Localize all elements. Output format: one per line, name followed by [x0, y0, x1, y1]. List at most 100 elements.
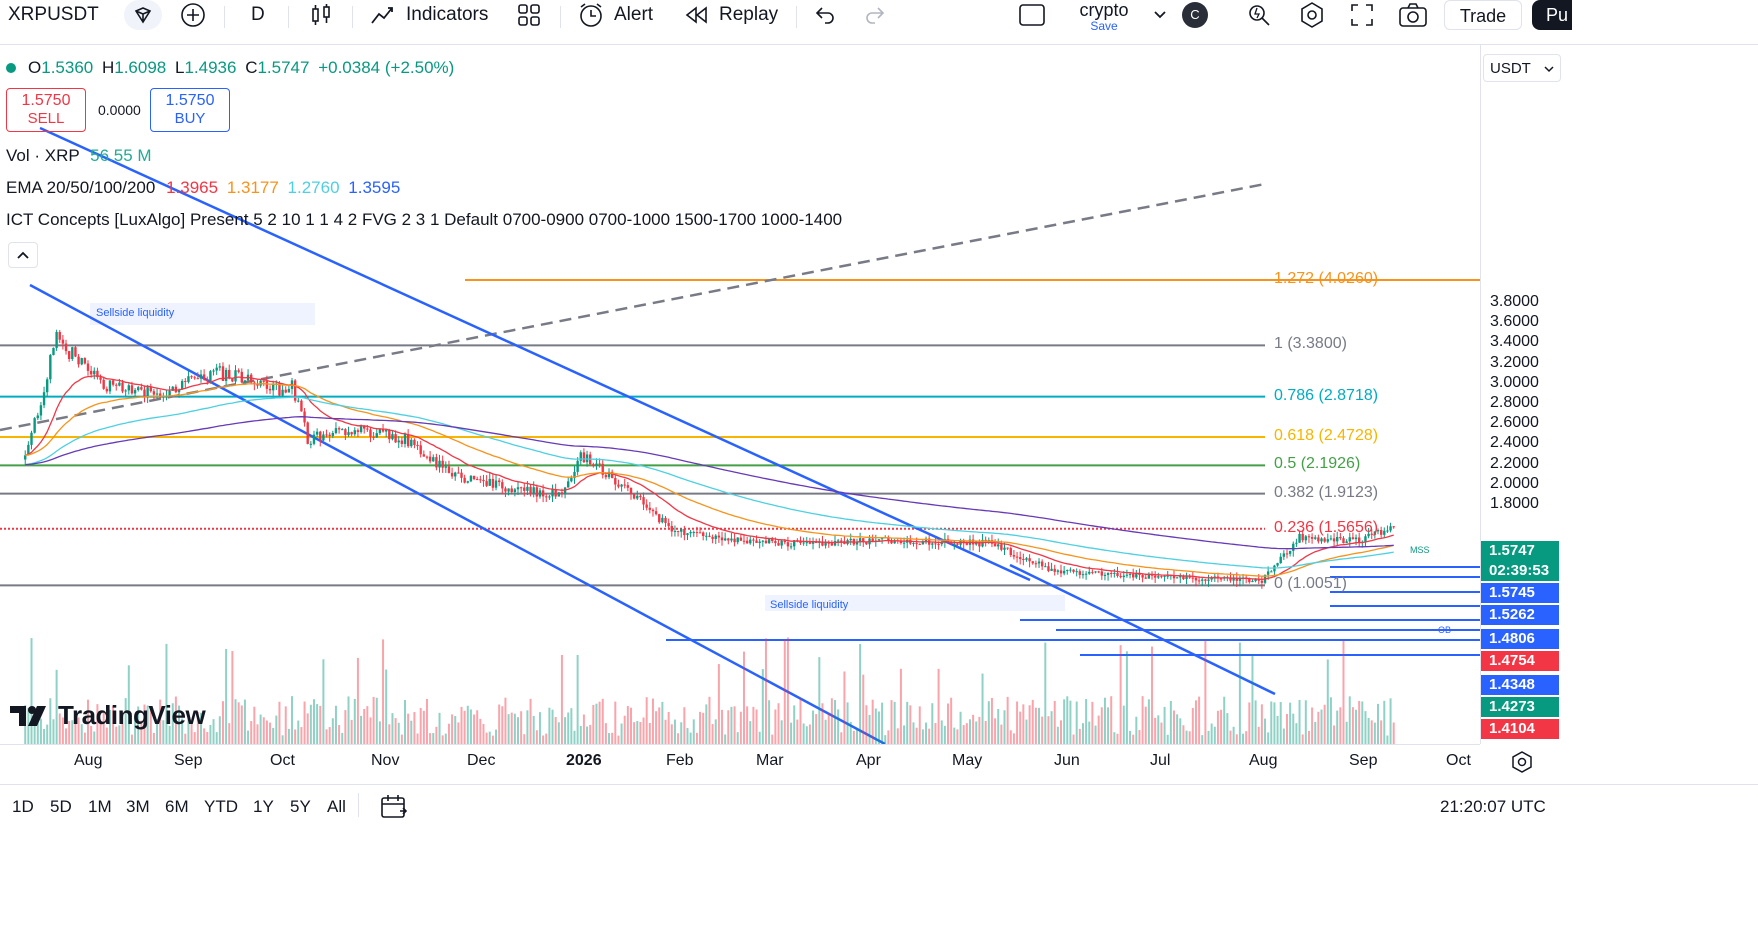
price-axis-label: 3.4000	[1490, 333, 1539, 351]
candle-body	[347, 432, 350, 436]
volume-bar	[702, 712, 705, 744]
chevron-down-icon[interactable]	[1153, 0, 1167, 30]
candle-body	[89, 370, 93, 375]
redo-icon[interactable]	[863, 0, 887, 30]
clock-utc[interactable]: 21:20:07 UTC	[1440, 797, 1546, 816]
volume-bar	[1323, 704, 1326, 744]
candle-body	[1367, 533, 1370, 537]
alert-button[interactable]: Alert	[577, 0, 653, 30]
volume-bar	[742, 651, 745, 744]
candle-body	[93, 370, 96, 375]
candle-body	[1298, 533, 1301, 543]
ict-legend[interactable]: ICT Concepts [LuxAlgo] Present 5 2 10 1 …	[6, 210, 842, 230]
settings-icon[interactable]	[1298, 0, 1326, 30]
candle-body	[391, 434, 394, 440]
range-button-1y[interactable]: 1Y	[253, 797, 274, 816]
fullscreen-icon[interactable]	[1349, 0, 1375, 30]
volume-legend[interactable]: Vol · XRP 56.55 M	[6, 146, 152, 166]
volume-bar	[284, 706, 287, 744]
date-range-icon[interactable]	[380, 794, 408, 825]
volume-bar	[812, 710, 815, 744]
price-chart[interactable]	[0, 44, 1480, 744]
volume-bar	[416, 733, 419, 744]
candle-body	[1317, 537, 1320, 542]
range-button-3m[interactable]: 3M	[126, 797, 150, 816]
volume-bar	[633, 722, 636, 744]
candles-icon[interactable]	[309, 0, 333, 30]
axis-settings-icon[interactable]	[1510, 750, 1534, 779]
compare-symbol-icon[interactable]	[124, 0, 162, 30]
candle-body	[319, 431, 322, 441]
volume-bar	[761, 669, 764, 744]
avatar[interactable]: C	[1182, 2, 1208, 28]
volume-bar	[435, 726, 438, 744]
quick-search-icon[interactable]	[1246, 0, 1272, 30]
volume-bar	[196, 712, 199, 744]
range-button-all[interactable]: All	[327, 797, 346, 816]
range-button-6m[interactable]: 6M	[165, 797, 189, 816]
add-symbol-icon[interactable]	[180, 0, 206, 30]
range-button-1d[interactable]: 1D	[12, 797, 34, 816]
range-button-5y[interactable]: 5Y	[290, 797, 311, 816]
candle-body	[180, 381, 184, 390]
templates-icon[interactable]	[516, 0, 542, 30]
interval-button[interactable]: D	[251, 0, 265, 30]
range-button-ytd[interactable]: YTD	[204, 797, 238, 816]
collapse-legend-button[interactable]	[8, 242, 38, 268]
time-axis-label: May	[952, 752, 983, 769]
indicators-button[interactable]: Indicators	[370, 0, 488, 30]
buy-button[interactable]: 1.5750 BUY	[150, 88, 230, 132]
volume-bar	[77, 717, 80, 744]
volume-value: 56.55 M	[90, 146, 152, 165]
candle-body	[570, 477, 573, 482]
volume-bar	[651, 698, 654, 744]
range-button-1m[interactable]: 1M	[88, 797, 112, 816]
symbol-search[interactable]: XRPUSDT	[8, 0, 99, 30]
candle-body	[774, 541, 777, 544]
candle-body	[1342, 538, 1345, 544]
candle-body	[535, 487, 539, 497]
candle-body	[783, 540, 786, 543]
volume-bar	[1220, 709, 1223, 744]
volume-bar	[526, 710, 529, 744]
undo-icon[interactable]	[813, 0, 837, 30]
ema-legend[interactable]: EMA 20/50/100/200 1.3965 1.3177 1.2760 1…	[6, 178, 400, 198]
candle-body	[667, 522, 670, 526]
volume-bar	[1003, 710, 1006, 744]
candle-body	[325, 434, 328, 436]
volume-bar	[1129, 730, 1132, 744]
range-button-5d[interactable]: 5D	[50, 797, 72, 816]
candle-body	[127, 385, 131, 391]
volume-bar	[96, 704, 99, 744]
publish-button[interactable]: Pu	[1532, 0, 1572, 30]
candle-body	[1386, 530, 1389, 532]
candle-body	[422, 454, 426, 457]
candle-body	[400, 440, 404, 444]
candle-body	[1110, 572, 1113, 574]
replay-button[interactable]: Replay	[684, 0, 778, 30]
volume-bar	[705, 704, 708, 744]
layout-save-button[interactable]: crypto Save	[1074, 0, 1134, 33]
currency-select[interactable]: USDT	[1483, 54, 1561, 82]
volume-bar	[1034, 707, 1037, 744]
volume-bar	[777, 703, 780, 744]
trade-button[interactable]: Trade	[1444, 0, 1522, 30]
sell-button[interactable]: 1.5750 SELL	[6, 88, 86, 132]
volume-bar	[1019, 711, 1022, 744]
candle-body	[705, 535, 708, 537]
volume-bar	[272, 727, 275, 744]
volume-bar	[425, 699, 428, 744]
camera-icon[interactable]	[1398, 0, 1428, 30]
candle-body	[206, 379, 209, 382]
candle-body	[494, 480, 498, 488]
volume-bar	[397, 722, 400, 744]
candle-body	[949, 542, 953, 544]
volume-bar	[830, 698, 833, 744]
volume-bar	[1194, 700, 1197, 744]
volume-bar	[1201, 735, 1204, 744]
volume-bar	[576, 655, 579, 744]
candle-body	[877, 539, 881, 541]
candle-body	[488, 478, 491, 486]
layout-icon[interactable]	[1018, 0, 1046, 30]
candle-body	[567, 481, 570, 488]
